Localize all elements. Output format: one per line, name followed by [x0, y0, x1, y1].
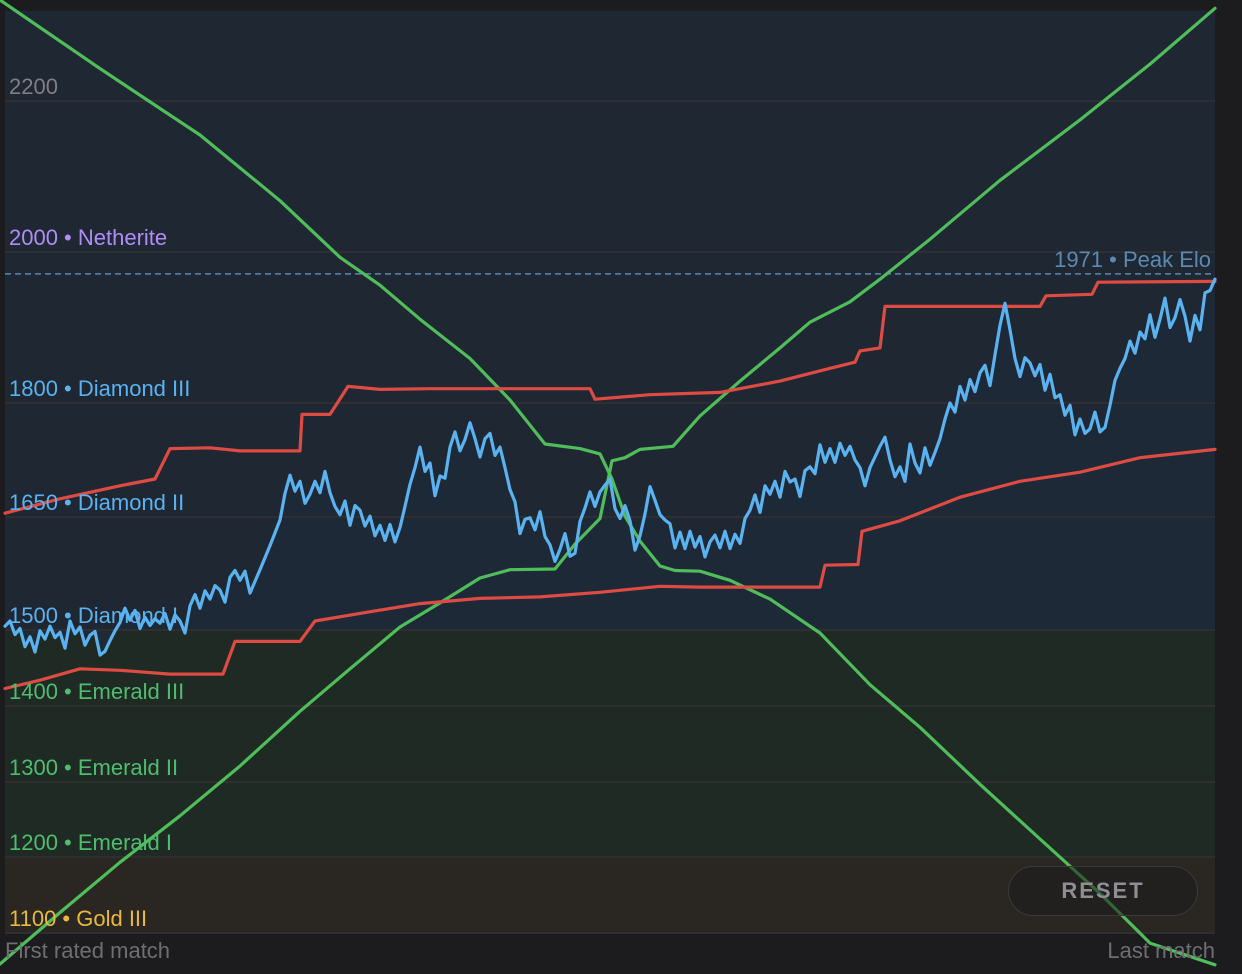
rank-label-1500: 1500 • Diamond I — [9, 603, 178, 628]
peak-elo-label: 1971 • Peak Elo — [1054, 247, 1211, 272]
rank-label-2200: 2200 — [9, 74, 58, 99]
x-axis-end-label: Last match — [1107, 938, 1215, 963]
rank-label-1200: 1200 • Emerald I — [9, 830, 172, 855]
rank-label-1100: 1100 • Gold III — [9, 906, 147, 931]
rank-band-1 — [5, 630, 1215, 857]
elo-line — [3, 277, 1217, 657]
rank-label-1800: 1800 • Diamond III — [9, 376, 190, 401]
rank-label-2000: 2000 • Netherite — [9, 225, 167, 250]
cross-b-line — [0, 6, 1217, 966]
rank-label-1650: 1650 • Diamond II — [9, 490, 184, 515]
rank-label-1400: 1400 • Emerald III — [9, 679, 184, 704]
rank-label-1300: 1300 • Emerald II — [9, 755, 178, 780]
upper-band-line — [3, 279, 1217, 515]
elo-area-fill — [5, 279, 1215, 656]
x-axis-start-label: First rated match — [5, 938, 171, 963]
lower-band-line — [3, 447, 1217, 691]
reset-button[interactable]: RESET — [1008, 866, 1198, 916]
